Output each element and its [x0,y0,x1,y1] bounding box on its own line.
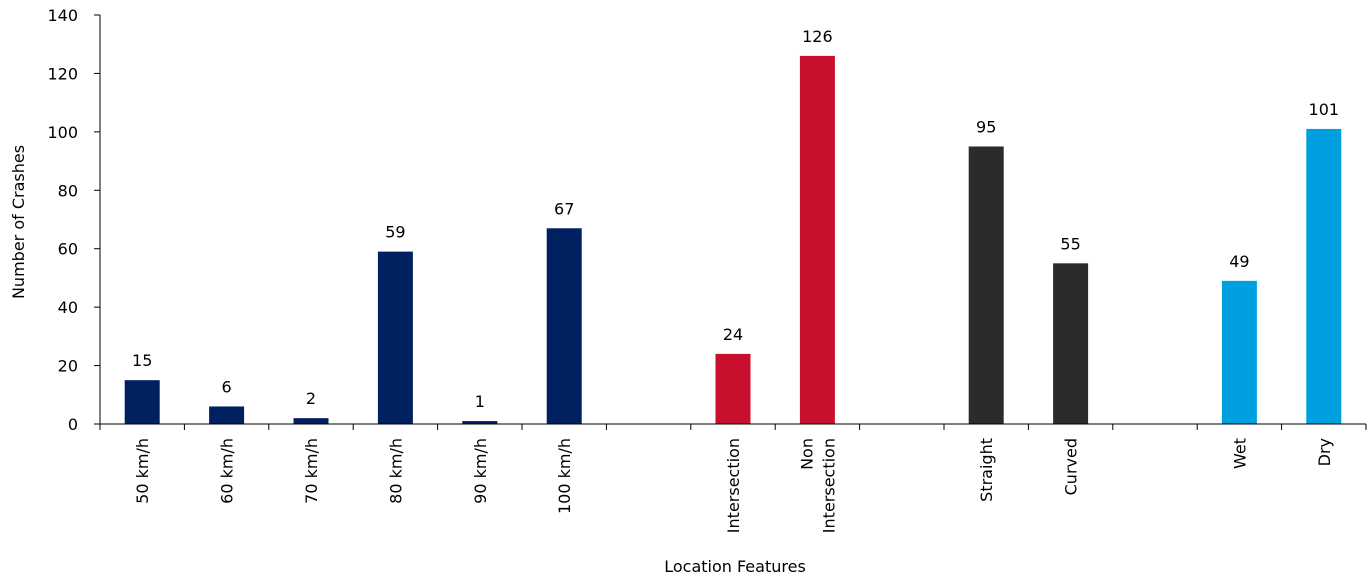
bar-value-label: 24 [723,325,743,344]
category-label: 90 km/h [471,438,490,504]
category-labels: 50 km/h 60 km/h 70 km/h 80 km/h 90 km/h 100 k… [133,438,1334,533]
bar [462,421,498,424]
category-label: 70 km/h [302,438,321,504]
bar [799,55,835,425]
bar-value-label: 55 [1060,234,1080,253]
bar [715,353,751,424]
y-tick-label: 40 [58,298,78,317]
category-label: Straight [977,438,996,502]
y-axis-title: Number of Crashes [9,145,28,299]
bar [124,380,160,424]
category-label: Non [797,438,816,470]
bar [293,418,329,424]
bar-value-label: 6 [222,377,232,396]
category-label: Curved [1062,438,1081,495]
bar [1221,280,1257,424]
bar-value-label: 67 [554,199,574,218]
bar [546,228,582,424]
category-label: Wet [1230,438,1249,469]
y-tick-label: 20 [58,357,78,376]
x-axis-ticks [99,424,1367,430]
y-tick-label: 80 [58,181,78,200]
category-label: Intersection [819,438,838,533]
category-label: 60 km/h [218,438,237,504]
bar-value-label: 59 [385,223,405,242]
bar-value-label: 1 [475,392,485,411]
bar-value-label: 49 [1229,252,1249,271]
bar-value-label: 126 [802,27,833,46]
bars [124,55,1342,425]
category-label: 80 km/h [386,438,405,504]
bar [968,146,1004,424]
category-label: 100 km/h [555,438,574,514]
y-tick-label: 100 [47,123,78,142]
category-label: Dry [1315,438,1334,466]
y-axis-ticks: 0 20 40 60 80 100 120 140 [47,6,100,434]
bar [1053,263,1089,424]
bar [1306,128,1342,424]
category-label: 50 km/h [133,438,152,504]
y-tick-label: 120 [47,64,78,83]
bar-value-label: 2 [306,389,316,408]
y-tick-label: 0 [68,415,78,434]
bar-value-label: 101 [1309,100,1340,119]
bar-value-label: 15 [132,351,152,370]
y-tick-label: 140 [47,6,78,25]
bar [377,251,413,424]
bar-value-label: 95 [976,117,996,136]
x-axis-title: Location Features [664,557,806,576]
data-labels: 15 6 2 59 1 67 24 126 95 55 49 101 [132,27,1339,411]
category-label: Intersection [724,438,743,533]
bar [209,406,245,424]
y-tick-label: 60 [58,240,78,259]
